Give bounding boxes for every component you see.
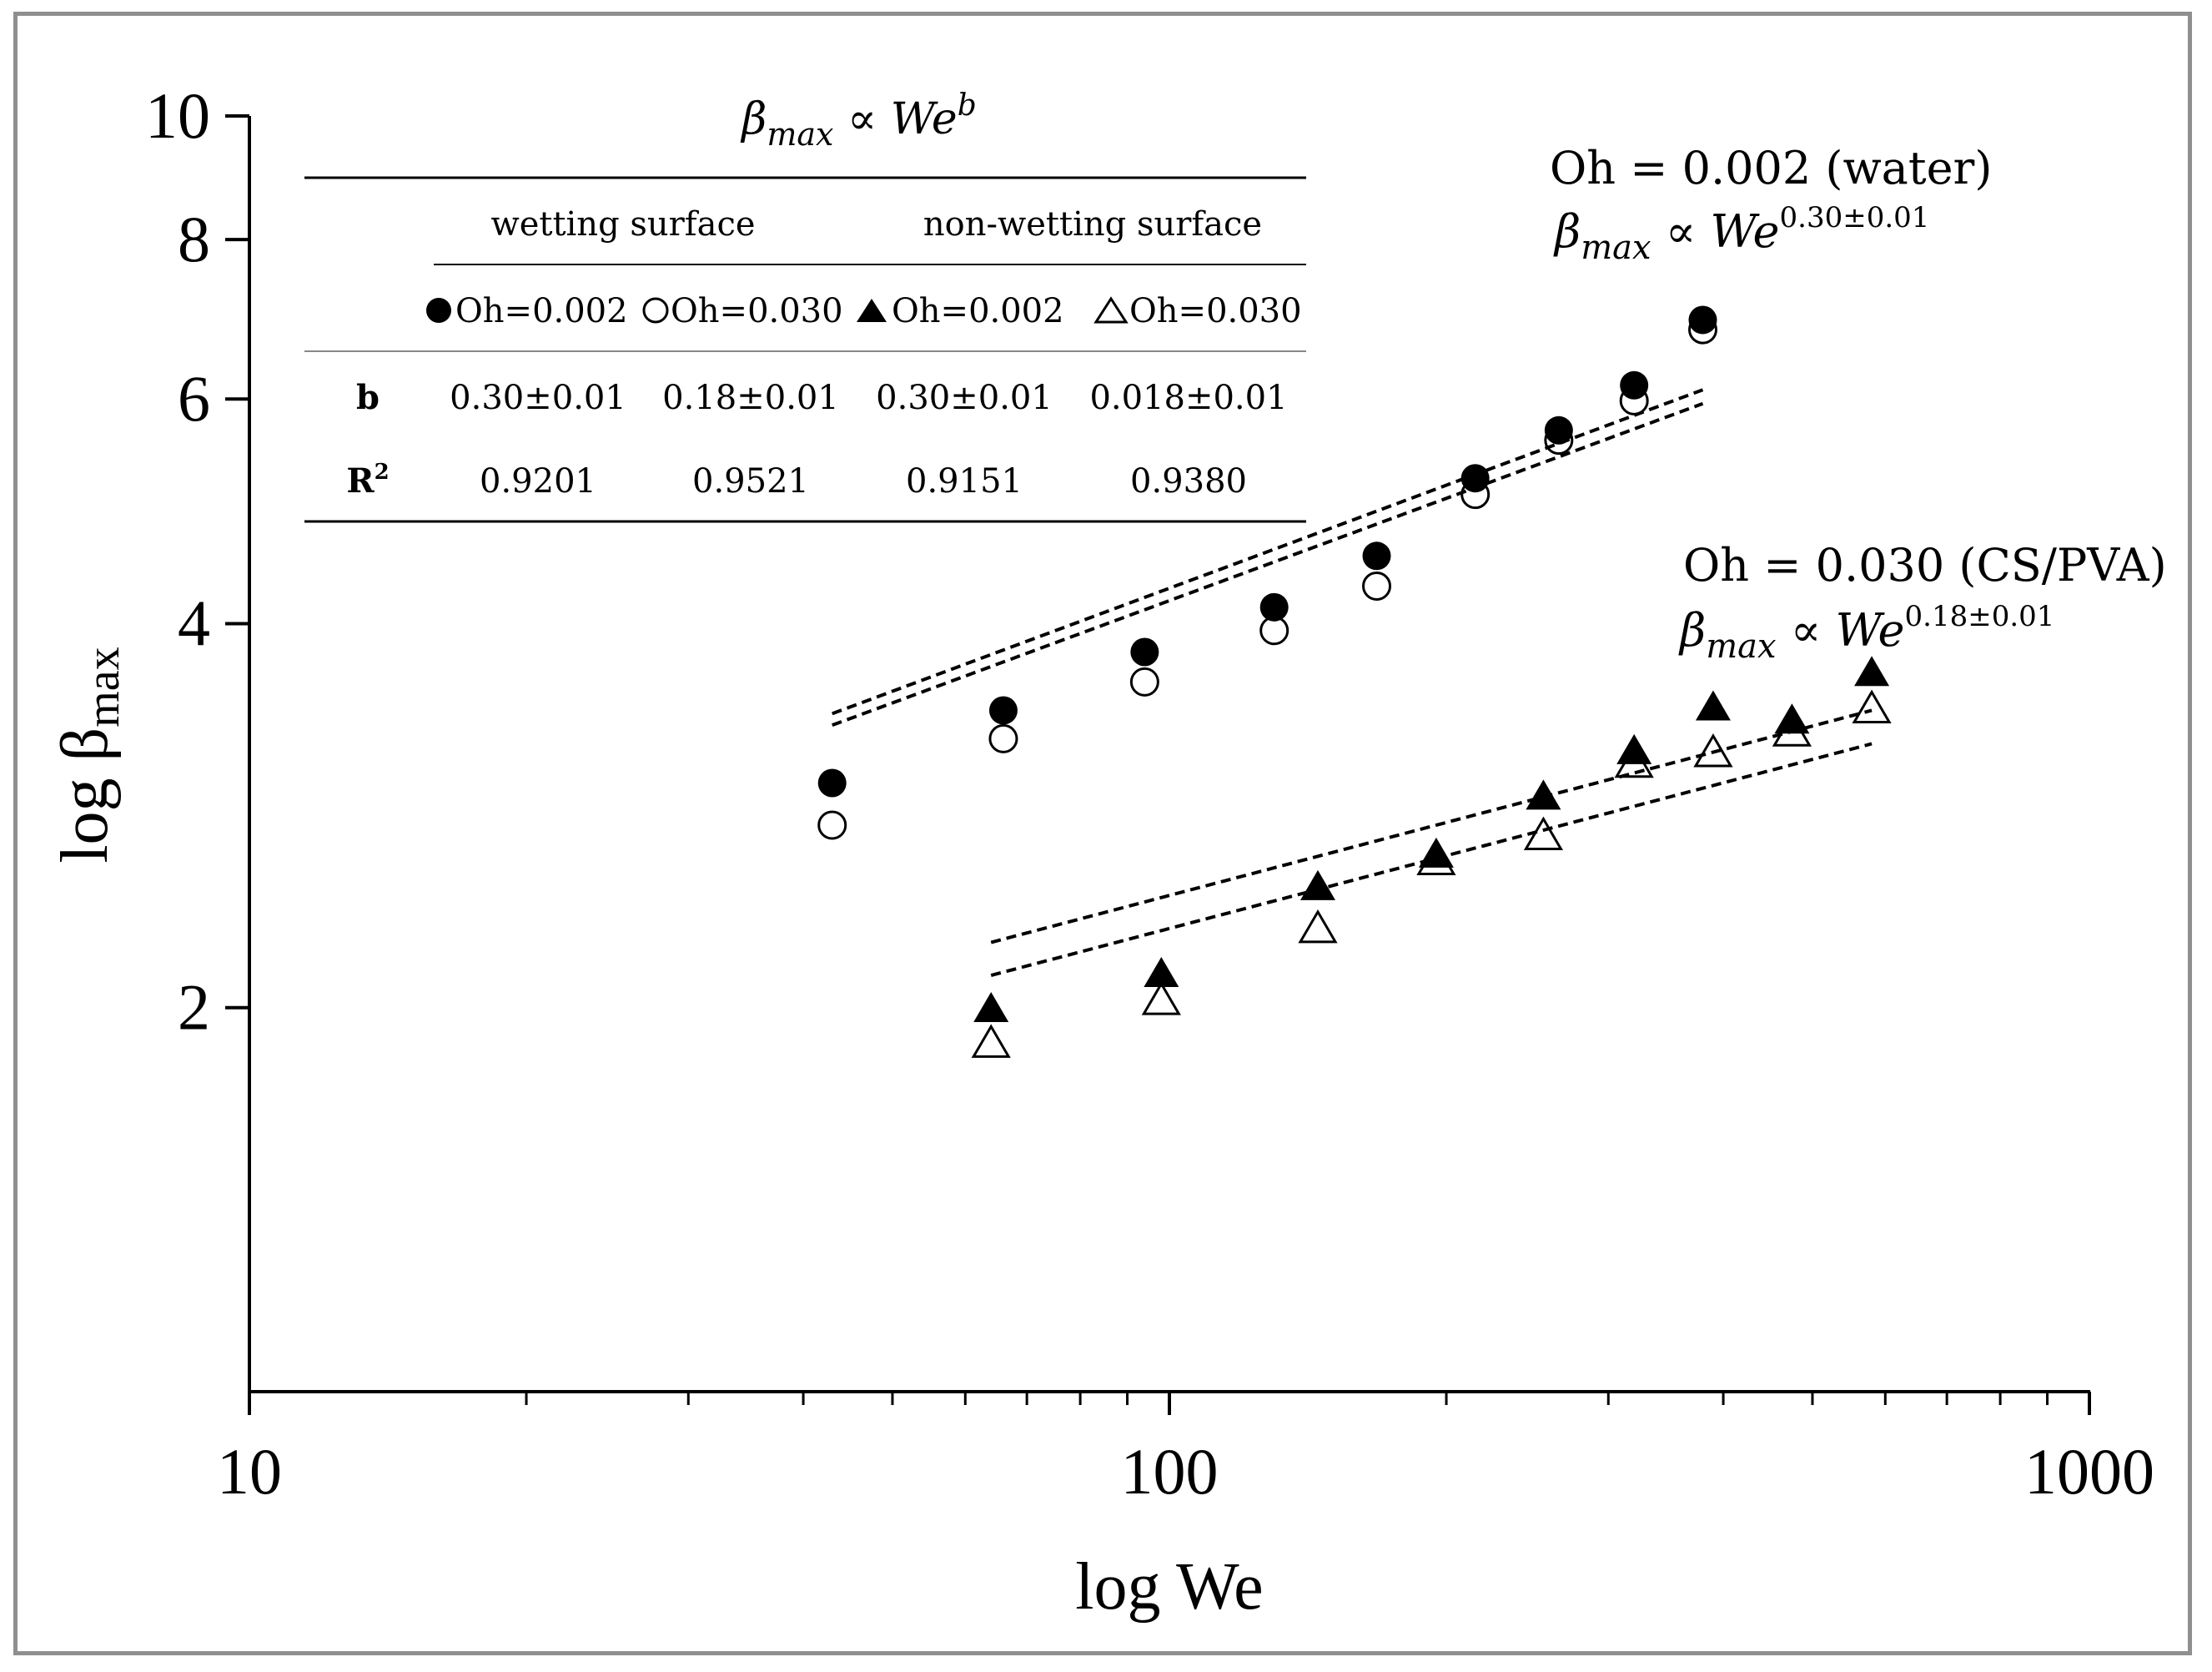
row-r2-value-4: 0.9380	[1130, 462, 1247, 501]
row-r2-value-3: 0.9151	[906, 462, 1023, 501]
point-triangle-filled	[1695, 690, 1731, 721]
y-tick-label: 2	[178, 971, 210, 1044]
point-circle-open	[988, 723, 1018, 753]
legend-label-3: Oh=0.002	[892, 292, 1064, 330]
point-triangle-filled	[1526, 779, 1561, 810]
point-triangle-open	[1298, 909, 1338, 944]
inset-title: βmax ∝ Web	[740, 88, 976, 153]
inset-table: βmax ∝ Web wetting surface non-wetting s…	[304, 88, 1306, 523]
point-circle-filled	[1362, 541, 1391, 571]
annotation-water-formula: βmax ∝ We0.30±0.01	[1553, 201, 1929, 267]
point-triangle-open	[1141, 981, 1181, 1015]
x-axis-label: log We	[1075, 1550, 1263, 1624]
legend-label-4: Oh=0.030	[1129, 292, 1302, 330]
point-triangle-open	[1523, 816, 1564, 851]
fit-line	[990, 708, 1873, 944]
y-axis-label: log βmax	[48, 647, 129, 863]
x-tick-label: 1000	[2024, 1435, 2154, 1508]
point-circle-open	[1460, 480, 1491, 510]
row-b-value-1: 0.30±0.01	[450, 379, 626, 417]
point-circle-open	[1259, 616, 1289, 646]
legend-marker-open-triangle	[1093, 296, 1129, 324]
point-triangle-open	[1772, 713, 1812, 747]
annotations: Oh = 0.002 (water) βmax ∝ We0.30±0.01 Oh…	[1550, 142, 2167, 666]
header-non-wetting: non-wetting surface	[923, 205, 1262, 244]
point-triangle-filled	[1300, 869, 1335, 900]
row-r2-value-2: 0.9521	[692, 462, 809, 501]
point-circle-open	[1619, 385, 1649, 415]
legend-label-2: Oh=0.030	[671, 292, 843, 330]
legend-marker-open-circle	[642, 297, 669, 324]
fit-line	[832, 388, 1704, 716]
point-triangle-open	[971, 1024, 1011, 1058]
point-triangle-filled	[1616, 733, 1652, 764]
point-circle-filled	[1688, 305, 1717, 335]
point-circle-open	[1544, 426, 1574, 456]
legend-marker-filled-triangle	[857, 299, 887, 322]
header-wetting: wetting surface	[490, 205, 755, 244]
point-triangle-open	[1693, 733, 1733, 768]
y-tick-label: 4	[178, 587, 210, 659]
row-r2-value-1: 0.9201	[480, 462, 596, 501]
point-circle-open	[1688, 315, 1718, 345]
row-b-value-4: 0.018±0.01	[1089, 379, 1287, 417]
row-r2-label: R2	[346, 460, 389, 501]
ticks: 10 100 1000 2 4 6 8 10	[145, 79, 2154, 1508]
y-tick-label: 8	[178, 203, 210, 275]
point-circle-filled	[1620, 370, 1649, 400]
legend-label-1: Oh=0.002	[455, 292, 628, 330]
x-tick-label: 100	[1121, 1435, 1219, 1508]
point-triangle-open	[1614, 743, 1654, 778]
point-triangle-filled	[973, 992, 1009, 1023]
y-axis-label-main: log β	[48, 728, 122, 864]
fit-line	[832, 401, 1704, 728]
row-b-value-3: 0.30±0.01	[876, 379, 1053, 417]
annotation-water-title: Oh = 0.002 (water)	[1550, 142, 1992, 194]
point-circle-filled	[1259, 592, 1289, 622]
annotation-cspva-formula: βmax ∝ We0.18±0.01	[1678, 600, 2054, 666]
point-circle-filled	[817, 768, 847, 798]
row-b-value-2: 0.18±0.01	[662, 379, 839, 417]
point-triangle-filled	[1774, 703, 1810, 734]
data-points	[817, 305, 1892, 1058]
point-circle-open	[1362, 572, 1392, 602]
point-triangle-filled	[1144, 957, 1179, 988]
point-circle-filled	[988, 696, 1018, 725]
figure-frame	[13, 12, 2192, 1655]
point-circle-filled	[1130, 637, 1159, 667]
point-triangle-filled	[1854, 656, 1890, 687]
row-b-label: b	[356, 378, 380, 417]
fit-lines	[832, 388, 1873, 977]
y-axis-label-sub: max	[78, 647, 129, 727]
y-tick-label: 10	[145, 79, 210, 152]
point-circle-open	[1129, 667, 1159, 697]
annotation-cspva-title: Oh = 0.030 (CS/PVA)	[1683, 539, 2167, 592]
point-triangle-open	[1416, 841, 1456, 876]
fit-line	[990, 742, 1873, 977]
point-triangle-open	[1852, 689, 1892, 723]
x-tick-label: 10	[217, 1435, 282, 1508]
y-tick-label: 6	[178, 362, 210, 435]
point-circle-filled	[1544, 415, 1573, 445]
legend-marker-filled-circle	[426, 298, 451, 323]
point-circle-filled	[1460, 464, 1490, 493]
point-circle-open	[817, 810, 847, 840]
